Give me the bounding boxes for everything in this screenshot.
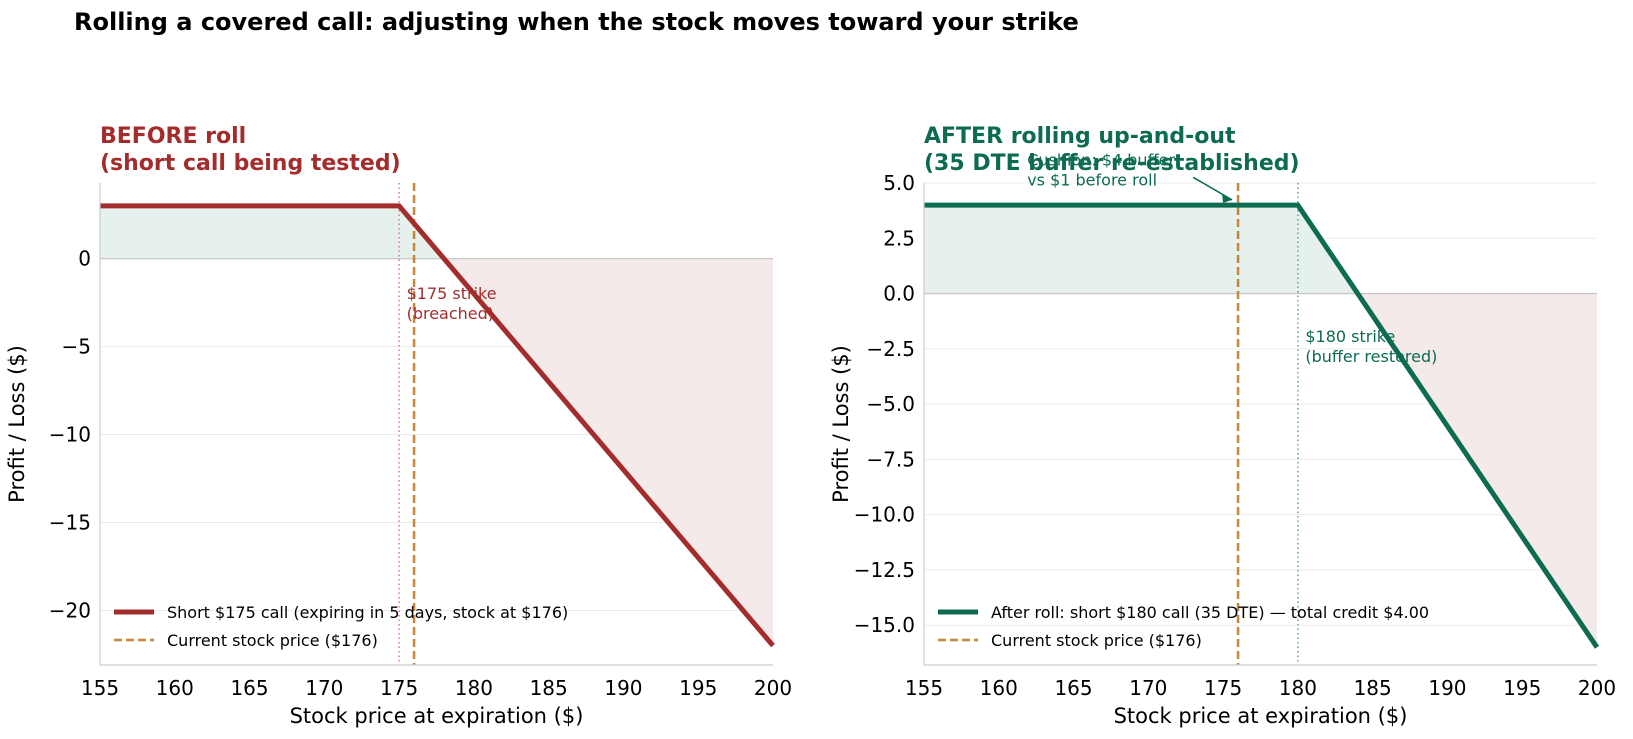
after-panel: 155 160 165 170 175 180 185 190 195 200 5.0 2.5 0.0 −… [829, 171, 1616, 728]
x-tick-label: 185 [1354, 676, 1392, 700]
x-tick-label: 155 [905, 676, 943, 700]
y-tick-label: −15.0 [854, 613, 915, 637]
x-tick-label: 165 [1054, 676, 1092, 700]
y-tick-label: 0.0 [883, 282, 915, 306]
y-axis-label: Profit / Loss ($) [5, 345, 29, 503]
y-tick-label: −15 [49, 511, 91, 535]
x-tick-label: 160 [156, 676, 194, 700]
y-axis-label: Profit / Loss ($) [829, 345, 853, 503]
x-tick-label: 180 [455, 676, 493, 700]
annotation-text: $175 strike (breached) [407, 284, 497, 323]
y-tick-label: −5 [62, 335, 91, 359]
x-tick-label: 200 [754, 676, 792, 700]
x-tick-label: 185 [530, 676, 568, 700]
panel-title-line: (35 DTE buffer re-established) [924, 151, 1300, 176]
payoff-line [100, 203, 775, 648]
y-tick-label: −5.0 [866, 392, 915, 416]
x-tick-label: 190 [1428, 676, 1466, 700]
y-tick-label: −12.5 [854, 558, 915, 582]
profit-region [100, 205, 444, 259]
x-tick-label: 175 [1204, 676, 1242, 700]
x-tick-label: 155 [81, 676, 119, 700]
profit-region [924, 205, 1358, 294]
legend-label-payoff: Short $175 call (expiring in 5 days, sto… [167, 603, 568, 622]
x-axis-label: Stock price at expiration ($) [290, 704, 584, 728]
x-tick-label: 180 [1279, 676, 1317, 700]
y-tick-label: −7.5 [866, 447, 915, 471]
x-tick-label: 200 [1578, 676, 1616, 700]
y-tick-label: −20 [49, 598, 91, 622]
x-tick-label: 160 [980, 676, 1018, 700]
legend-label-current-price: Current stock price ($176) [167, 631, 378, 650]
x-tick-label: 190 [604, 676, 642, 700]
panel-title-line: (short call being tested) [100, 151, 401, 176]
panel-title-line: AFTER rolling up-and-out [924, 124, 1236, 149]
legend-label-payoff: After roll: short $180 call (35 DTE) — t… [991, 603, 1429, 622]
x-axis-label: Stock price at expiration ($) [1114, 704, 1408, 728]
y-tick-label: −2.5 [866, 337, 915, 361]
figure-title: Rolling a covered call: adjusting when t… [74, 8, 1079, 36]
x-tick-label: 170 [305, 676, 343, 700]
y-tick-label: −10 [49, 423, 91, 447]
panel-title-line: BEFORE roll [100, 124, 247, 149]
legend-label-current-price: Current stock price ($176) [991, 631, 1202, 650]
annotation-text: $180 strike (buffer restored) [1305, 327, 1437, 366]
annotation-arrowhead [1222, 193, 1233, 203]
y-tick-label: −10.0 [854, 503, 915, 527]
x-tick-label: 165 [230, 676, 268, 700]
x-tick-label: 170 [1129, 676, 1167, 700]
x-tick-label: 195 [679, 676, 717, 700]
x-tick-label: 175 [380, 676, 418, 700]
x-tick-label: 195 [1503, 676, 1541, 700]
y-tick-label: 2.5 [883, 226, 915, 250]
y-tick-label: 0 [78, 247, 91, 271]
before-panel-title: BEFORE roll (short call being tested) [100, 123, 401, 177]
after-panel-title: AFTER rolling up-and-out (35 DTE buffer r… [924, 123, 1300, 177]
y-tick-label: 5.0 [883, 171, 915, 195]
annotation-text: Cushion: $4 buffer vs $1 before roll [1027, 150, 1175, 189]
before-panel: 155 160 165 170 175 180 185 190 195 200 0 −5 −10 −15 −… [5, 183, 792, 728]
payoff-line [924, 202, 1600, 649]
